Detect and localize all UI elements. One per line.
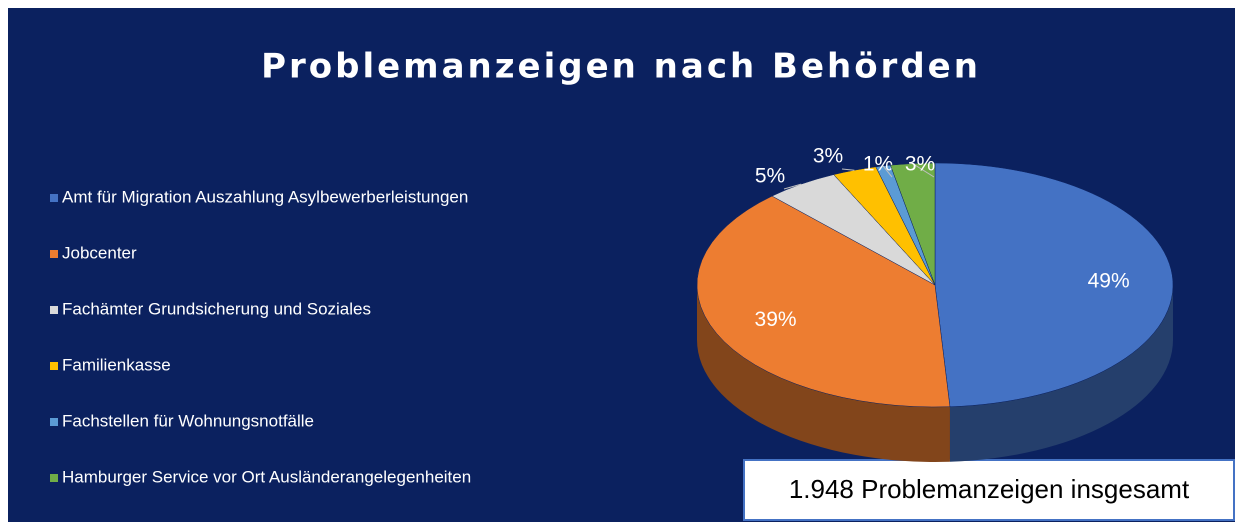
pie-slice bbox=[934, 162, 1174, 408]
legend-marker bbox=[50, 362, 58, 370]
data-label: 49% bbox=[1088, 270, 1130, 293]
legend-label: Jobcenter bbox=[62, 243, 137, 262]
data-label: 39% bbox=[755, 308, 797, 331]
legend-label: Familienkasse bbox=[62, 355, 171, 374]
legend-marker bbox=[50, 306, 58, 314]
legend-label: Fachstellen für Wohnungsnotfälle bbox=[62, 411, 314, 430]
chart-title: Problemanzeigen nach Behörden bbox=[261, 47, 981, 87]
annotation: 1.948 Problemanzeigen insgesamt bbox=[789, 474, 1190, 504]
annotation-box bbox=[743, 459, 1235, 521]
leader-line bbox=[783, 183, 802, 190]
data-label: 3% bbox=[905, 153, 935, 176]
legend-marker bbox=[50, 474, 58, 482]
pie-slice bbox=[696, 195, 951, 408]
pie-side bbox=[949, 285, 1173, 462]
data-label: 3% bbox=[813, 145, 843, 168]
leader-line bbox=[882, 165, 893, 178]
legend-marker bbox=[50, 250, 58, 258]
legend-label: Amt für Migration Auszahlung Asylbewerbe… bbox=[62, 187, 468, 206]
leader-line bbox=[841, 168, 855, 171]
data-label: 1% bbox=[863, 153, 893, 176]
pie-slice bbox=[890, 162, 936, 286]
legend-label: Hamburger Service vor Ort Ausländerangel… bbox=[62, 467, 471, 486]
data-label: 5% bbox=[755, 165, 785, 188]
leader-line bbox=[912, 163, 935, 178]
legend-marker bbox=[50, 194, 58, 202]
legend-label: Fachämter Grundsicherung und Soziales bbox=[62, 299, 371, 318]
legend-marker bbox=[50, 418, 58, 426]
pie-side bbox=[697, 285, 950, 462]
